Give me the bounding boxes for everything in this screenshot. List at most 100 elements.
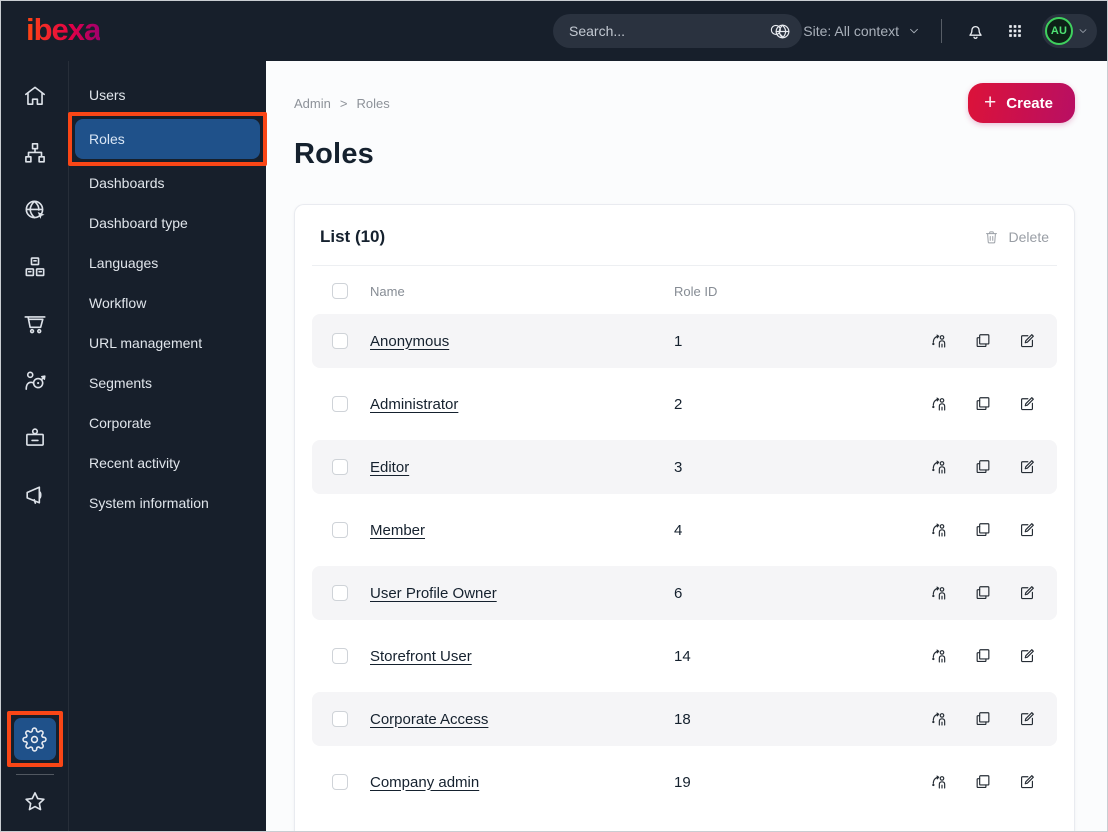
avatar: AU xyxy=(1045,17,1073,45)
sidebar-item-workflow[interactable]: Workflow xyxy=(69,283,266,323)
role-name-link[interactable]: Anonymous xyxy=(370,332,450,350)
copy-role-button[interactable] xyxy=(973,520,993,540)
edit-role-button[interactable] xyxy=(1017,394,1037,414)
site-context-selector[interactable]: Site: All context xyxy=(769,18,921,44)
row-checkbox[interactable] xyxy=(332,774,348,790)
copy-role-button[interactable] xyxy=(973,331,993,351)
sidebar-item-segments[interactable]: Segments xyxy=(69,363,266,403)
copy-role-button[interactable] xyxy=(973,772,993,792)
rail-item-engagement[interactable] xyxy=(18,478,52,512)
copy-role-button[interactable] xyxy=(973,394,993,414)
role-name-link[interactable]: Storefront User xyxy=(370,647,472,665)
delete-button[interactable]: Delete xyxy=(983,229,1049,246)
sidebar-item-url-management[interactable]: URL management xyxy=(69,323,266,363)
sidebar-item-dashboards[interactable]: Dashboards xyxy=(69,163,266,203)
sidebar-item-users[interactable]: Users xyxy=(69,75,266,115)
user-menu[interactable]: AU xyxy=(1042,14,1097,48)
role-name-link[interactable]: Administrator xyxy=(370,395,459,413)
assign-user-icon xyxy=(932,649,946,663)
global-search[interactable] xyxy=(553,14,802,48)
edit-role-button[interactable] xyxy=(1017,331,1037,351)
rail-item-settings[interactable] xyxy=(6,711,63,767)
sidebar-item-system-information[interactable]: System information xyxy=(69,483,266,523)
edit-icon xyxy=(1021,586,1034,600)
assign-to-users-button[interactable] xyxy=(929,646,949,666)
sidebar-item-label: Roles xyxy=(89,131,125,147)
row-checkbox[interactable] xyxy=(332,711,348,727)
rail-item-product-catalog[interactable] xyxy=(18,250,52,284)
assign-to-users-button[interactable] xyxy=(929,457,949,477)
rail-item-personalization[interactable] xyxy=(18,364,52,398)
rail-item-corporate[interactable] xyxy=(18,421,52,455)
sidebar-item-label: URL management xyxy=(89,335,203,351)
sidebar-item-dashboard-type[interactable]: Dashboard type xyxy=(69,203,266,243)
notifications-button[interactable] xyxy=(962,18,988,44)
edit-role-button[interactable] xyxy=(1017,457,1037,477)
edit-role-button[interactable] xyxy=(1017,709,1037,729)
copy-icon xyxy=(976,397,990,410)
create-button[interactable]: + Create xyxy=(968,83,1075,123)
page-title: Roles xyxy=(294,138,374,170)
assign-to-users-button[interactable] xyxy=(929,772,949,792)
copy-role-button[interactable] xyxy=(973,646,993,666)
role-name-link[interactable]: Editor xyxy=(370,458,410,476)
breadcrumb-roles[interactable]: Roles xyxy=(356,95,390,111)
chevron-down-icon xyxy=(1079,29,1087,33)
assign-to-users-button[interactable] xyxy=(929,583,949,603)
sidebar-item-recent-activity[interactable]: Recent activity xyxy=(69,443,266,483)
row-checkbox[interactable] xyxy=(332,648,348,664)
row-checkbox[interactable] xyxy=(332,459,348,475)
boxes-icon xyxy=(25,257,44,277)
ibexa-logo[interactable]: ibexa xyxy=(26,11,101,47)
rail-item-site[interactable] xyxy=(18,193,52,227)
role-id-value: 3 xyxy=(674,458,683,476)
sidebar-item-roles[interactable]: Roles xyxy=(68,112,267,166)
edit-icon xyxy=(1021,712,1034,726)
site-context-label: Site: All context xyxy=(803,23,899,39)
globe-cursor-icon xyxy=(25,200,45,219)
assign-user-icon xyxy=(932,586,946,600)
select-all-checkbox[interactable] xyxy=(332,283,348,299)
row-checkbox[interactable] xyxy=(332,396,348,412)
edit-role-button[interactable] xyxy=(1017,520,1037,540)
topbar-right: Site: All context AU xyxy=(769,1,1097,61)
role-name-link[interactable]: Corporate Access xyxy=(370,710,489,728)
edit-role-button[interactable] xyxy=(1017,583,1037,603)
bell-icon xyxy=(968,25,982,39)
assign-user-icon xyxy=(932,334,946,348)
assign-to-users-button[interactable] xyxy=(929,394,949,414)
rail-item-commerce[interactable] xyxy=(18,307,52,341)
assign-to-users-button[interactable] xyxy=(929,709,949,729)
sidebar-item-corporate[interactable]: Corporate xyxy=(69,403,266,443)
role-name-link[interactable]: Company admin xyxy=(370,773,480,791)
row-checkbox[interactable] xyxy=(332,333,348,349)
copy-icon xyxy=(976,649,990,662)
copy-icon xyxy=(976,334,990,347)
breadcrumb-admin[interactable]: Admin xyxy=(294,95,331,111)
copy-role-button[interactable] xyxy=(973,457,993,477)
rail-item-content-structure[interactable] xyxy=(18,136,52,170)
assign-to-users-button[interactable] xyxy=(929,520,949,540)
row-checkbox[interactable] xyxy=(332,522,348,538)
assign-user-icon xyxy=(932,460,946,474)
search-input[interactable] xyxy=(569,23,764,39)
edit-role-button[interactable] xyxy=(1017,646,1037,666)
copy-icon xyxy=(976,523,990,536)
rail-item-bookmarks[interactable] xyxy=(18,785,52,819)
copy-role-button[interactable] xyxy=(973,583,993,603)
rail-item-home[interactable] xyxy=(18,79,52,113)
edit-icon xyxy=(1021,334,1034,348)
app-switcher-button[interactable] xyxy=(1002,18,1028,44)
sidebar-item-languages[interactable]: Languages xyxy=(69,243,266,283)
column-header-name: Name xyxy=(370,283,405,299)
sitemap-icon xyxy=(24,142,45,163)
row-checkbox[interactable] xyxy=(332,585,348,601)
assign-to-users-button[interactable] xyxy=(929,331,949,351)
copy-role-button[interactable] xyxy=(973,709,993,729)
role-name-link[interactable]: Member xyxy=(370,521,426,539)
role-name-link[interactable]: User Profile Owner xyxy=(370,584,497,602)
main-content: Admin > Roles + Create Roles List (10) D… xyxy=(266,61,1107,831)
role-id-value: 6 xyxy=(674,584,683,602)
roles-list-card: List (10) Delete Name Role ID Anony xyxy=(294,204,1075,831)
edit-role-button[interactable] xyxy=(1017,772,1037,792)
